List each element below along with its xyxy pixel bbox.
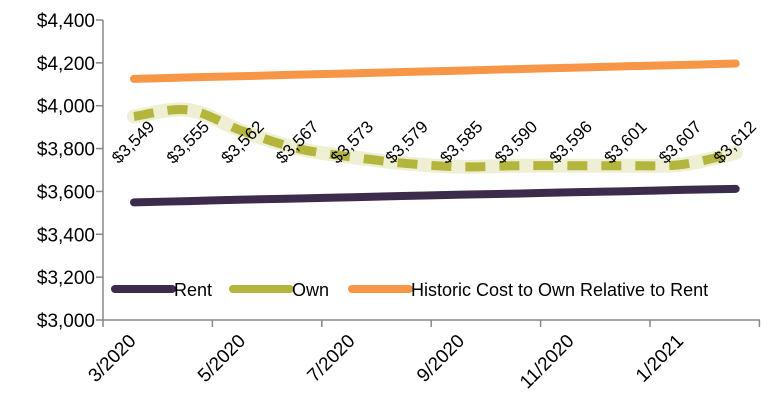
y-tick-label: $4,200 bbox=[37, 54, 95, 75]
own-line bbox=[133, 105, 737, 172]
x-tick-label: 1/2021 bbox=[632, 331, 688, 387]
y-tick-label: $3,400 bbox=[37, 225, 95, 246]
x-tick-label: 5/2020 bbox=[194, 331, 250, 387]
legend-label: Historic Cost to Own Relative to Rent bbox=[411, 280, 708, 300]
series-historic bbox=[130, 59, 740, 83]
rent-data-label: $3,555 bbox=[163, 117, 213, 167]
series-rent bbox=[130, 184, 740, 207]
y-tick-label: $3,200 bbox=[37, 268, 95, 289]
y-tick-label: $3,000 bbox=[37, 311, 95, 332]
x-tick-label: 3/2020 bbox=[85, 331, 141, 387]
x-tick-label: 11/2020 bbox=[516, 331, 578, 393]
y-tick-label: $4,400 bbox=[37, 11, 95, 32]
legend-label: Own bbox=[292, 280, 329, 300]
legend: Rent Own Historic Cost to Own Relative to … bbox=[111, 280, 708, 300]
historic-cost-line bbox=[130, 59, 740, 83]
series-own bbox=[127, 102, 743, 174]
y-tick-label: $4,000 bbox=[37, 97, 95, 118]
legend-label: Rent bbox=[174, 280, 212, 300]
x-tick-label: 7/2020 bbox=[304, 331, 360, 387]
y-tick-label: $3,800 bbox=[37, 140, 95, 161]
y-tick-label: $3,600 bbox=[37, 182, 95, 203]
x-tick-label: 9/2020 bbox=[413, 331, 469, 387]
rent-data-label: $3,549 bbox=[108, 117, 158, 167]
rent-line bbox=[130, 184, 740, 207]
